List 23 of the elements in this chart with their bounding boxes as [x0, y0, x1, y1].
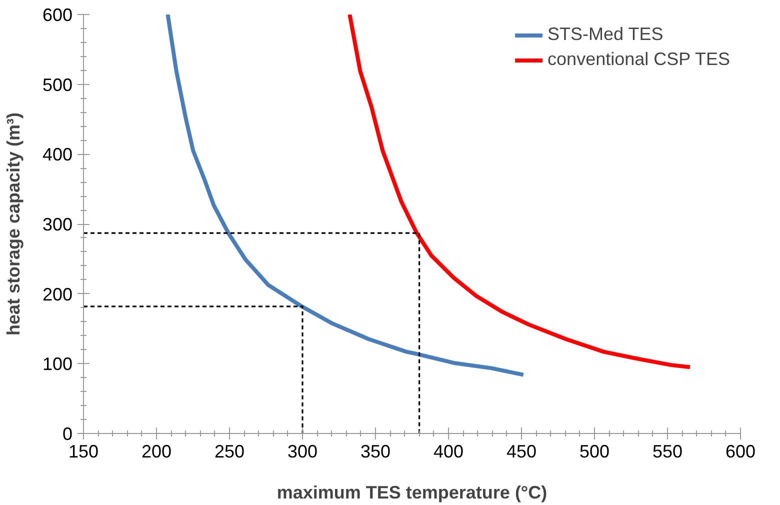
- line-series: [348, 14, 692, 370]
- y-tick-label: 200: [42, 284, 73, 304]
- x-tick-label: 600: [725, 442, 756, 462]
- y-tick-label: 0: [62, 424, 73, 444]
- x-tick-label: 350: [360, 442, 391, 462]
- legend-label: conventional CSP TES: [548, 49, 730, 70]
- y-tick-label: 100: [42, 354, 73, 374]
- x-tick-label: 450: [506, 442, 537, 462]
- x-tick-label: 400: [433, 442, 464, 462]
- line-series: [166, 14, 526, 377]
- y-tick-label: 600: [42, 5, 73, 25]
- x-tick-label: 150: [68, 442, 99, 462]
- y-axis-title: heat storage capacity (m³): [3, 112, 24, 336]
- x-tick-label: 250: [214, 442, 245, 462]
- x-tick-label: 550: [652, 442, 683, 462]
- x-tick-label: 200: [141, 442, 172, 462]
- x-tick-label: 500: [579, 442, 610, 462]
- y-tick-label: 400: [42, 144, 73, 165]
- x-axis-title: maximum TES temperature (°C): [276, 482, 548, 502]
- x-tick-label: 300: [287, 442, 318, 462]
- legend-label: STS-Med TES: [548, 24, 664, 45]
- y-tick-label: 500: [42, 74, 73, 95]
- y-tick-label: 300: [42, 214, 73, 234]
